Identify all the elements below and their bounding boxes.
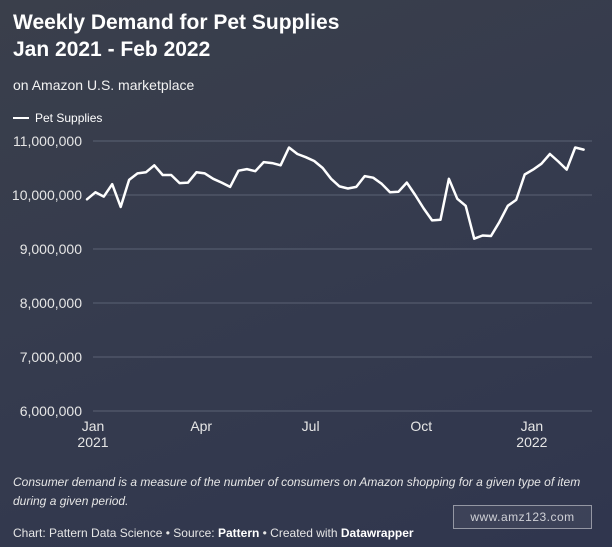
y-tick-label: 7,000,000 [20,349,82,365]
chart-subtitle: on Amazon U.S. marketplace [13,77,195,93]
chart-title: Weekly Demand for Pet Supplies Jan 2021 … [13,9,573,63]
x-tick-label: Oct [410,418,432,434]
y-tick-label: 11,000,000 [13,133,82,149]
credit-tool[interactable]: Datawrapper [340,526,414,540]
chart-title-line-2: Jan 2021 - Feb 2022 [13,38,211,61]
watermark: www.amz123.com [453,505,592,529]
x-tick-label: Jul [302,418,320,434]
x-tick-label: Jan [521,418,544,434]
x-tick-year-label: 2021 [77,434,108,450]
credit-prefix: Chart: Pattern Data Science • Source: [13,526,218,540]
x-tick-label: Apr [190,418,212,434]
x-tick-label: Jan [82,418,105,434]
chart-footnote: Consumer demand is a measure of the numb… [13,475,581,508]
x-tick-year-label: 2022 [516,434,547,450]
y-tick-label: 10,000,000 [12,187,82,203]
legend-label: Pet Supplies [35,111,103,125]
credit-middle: • Created with [259,526,341,540]
chart-credit: Chart: Pattern Data Science • Source: Pa… [13,526,414,540]
y-tick-label: 8,000,000 [20,295,82,311]
credit-source[interactable]: Pattern [217,526,260,540]
legend-swatch [13,117,29,119]
y-tick-label: 9,000,000 [20,241,82,257]
chart-legend: Pet Supplies [13,110,102,126]
chart-title-line-1: Weekly Demand for Pet Supplies [13,11,340,34]
series-line-pet-supplies [85,146,585,240]
y-tick-label: 6,000,000 [20,403,82,419]
